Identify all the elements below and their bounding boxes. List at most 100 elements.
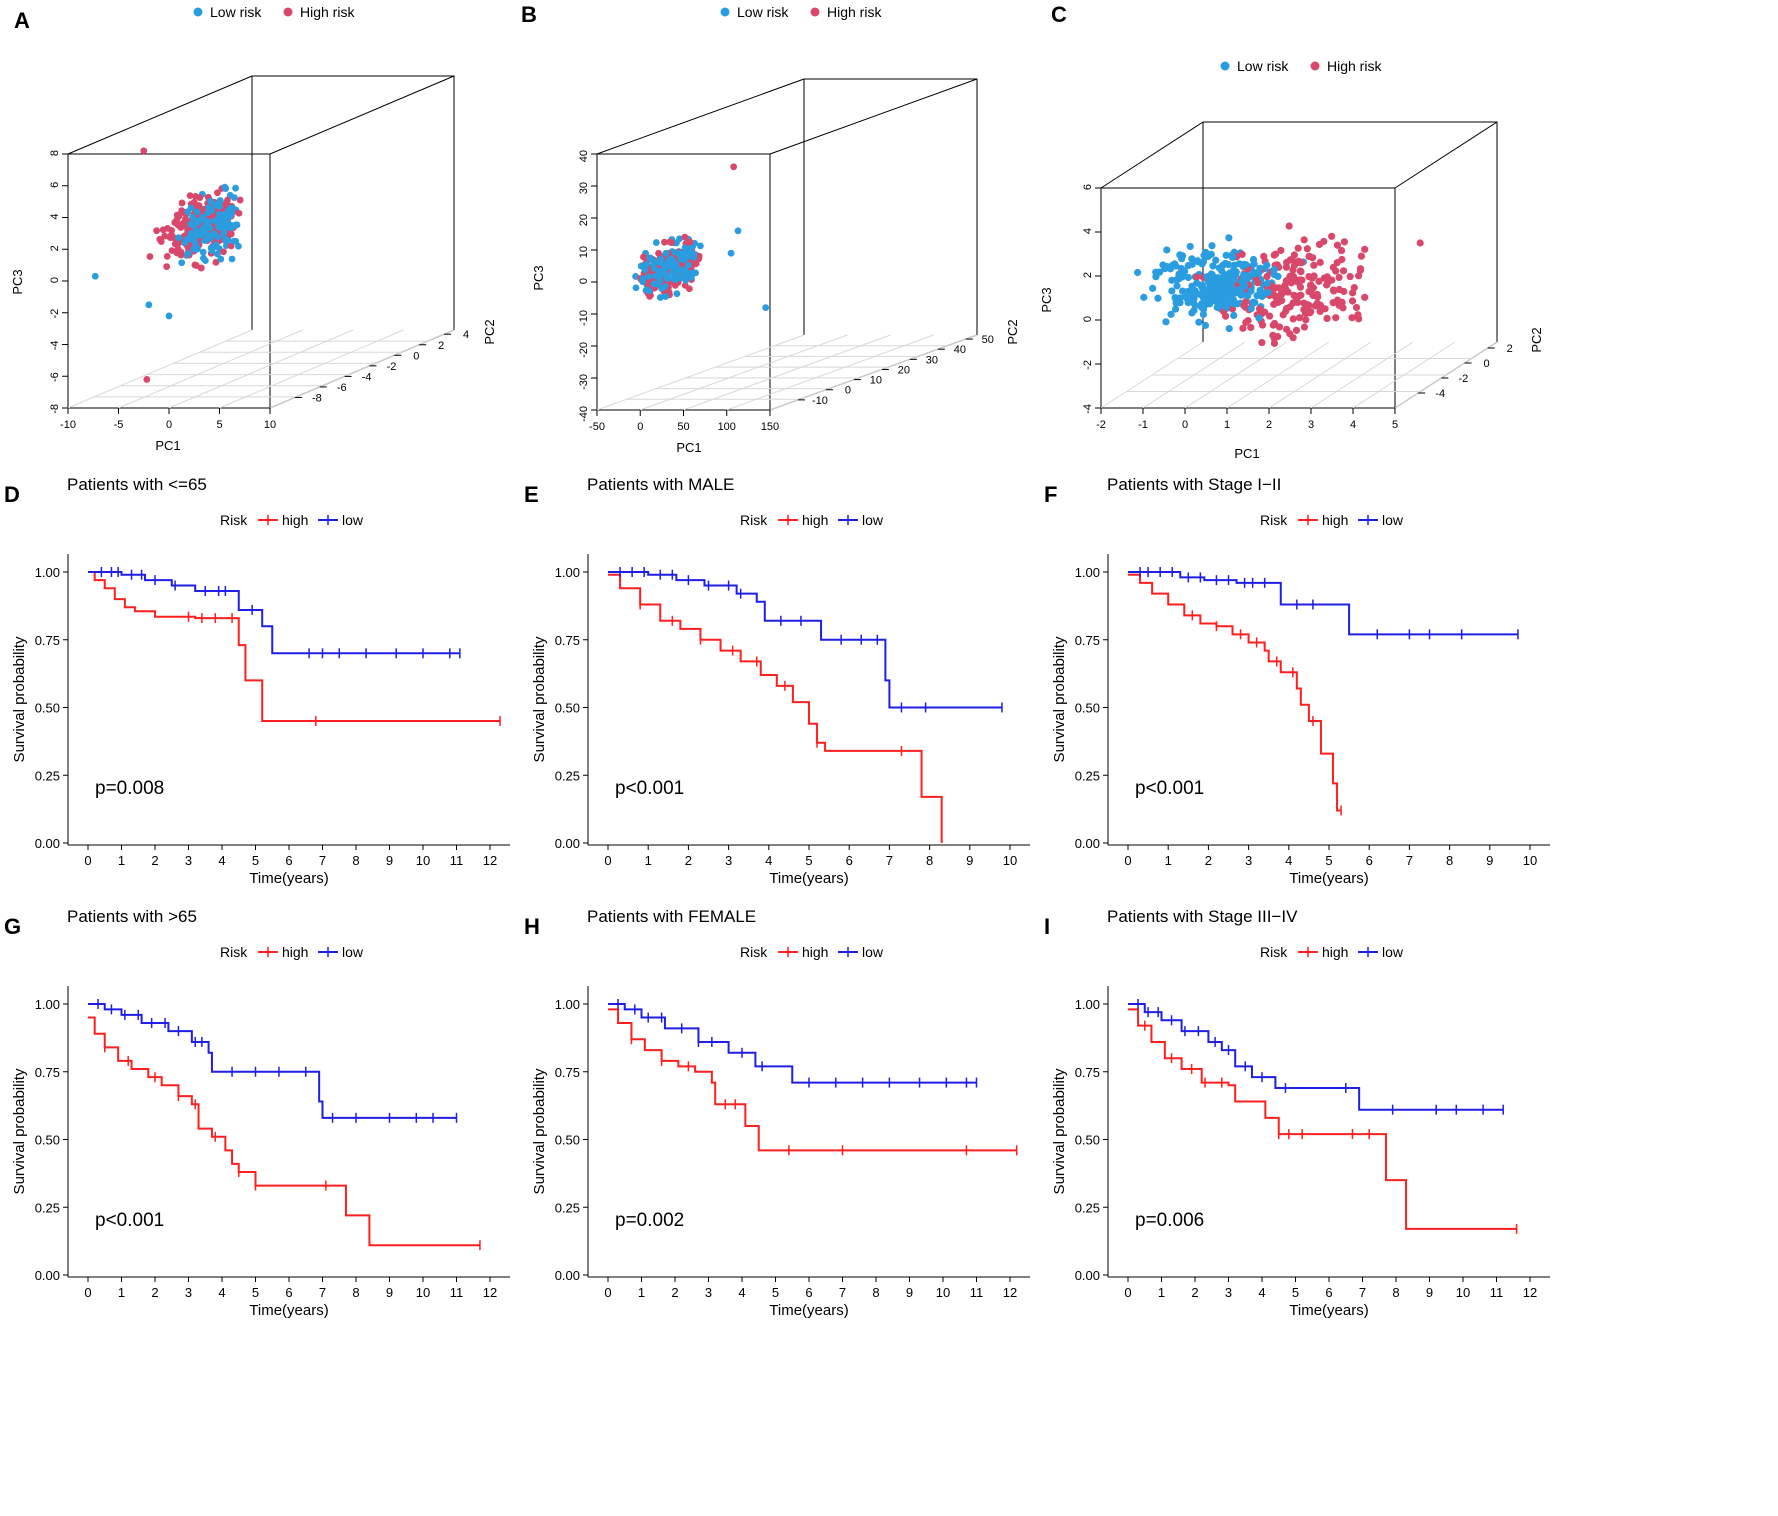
point-low-risk — [198, 213, 206, 221]
legend-low-marker — [193, 7, 203, 17]
point-high-risk — [1332, 314, 1340, 322]
panel-A: A Low risk High risk -10 -5 0 5 10 8 6 4 2 0 -2 -4 -6 -8… — [0, 0, 496, 460]
point-low-risk — [214, 233, 222, 241]
point-high-risk — [1316, 258, 1324, 267]
point-low-risk — [1211, 275, 1219, 283]
outlier-point — [91, 272, 99, 280]
point-high-risk — [1270, 339, 1279, 347]
point-high-risk — [1258, 338, 1266, 347]
point-low-risk — [1154, 294, 1162, 302]
legend-low-label: Low risk — [210, 4, 262, 20]
point-high-risk — [1339, 267, 1348, 275]
x-axis-label: Time(years) — [1289, 870, 1368, 887]
point-low-risk — [688, 249, 696, 256]
point-low-risk — [1242, 261, 1250, 269]
legend: Risk high low — [220, 944, 364, 960]
point-low-risk — [676, 235, 683, 243]
point-low-risk — [1200, 251, 1208, 259]
x-tick-label: 0 — [84, 853, 91, 868]
legend-low-label: Low risk — [1237, 58, 1289, 74]
point-low-risk — [221, 183, 229, 191]
point-high-risk — [1271, 250, 1280, 258]
panel-H: H Patients with FEMALE Risk high low 0.00 0.25… — [520, 900, 1040, 1340]
y-tick-label: 1.00 — [1075, 997, 1100, 1012]
outlier-point — [730, 163, 738, 171]
point-low-risk — [1263, 279, 1271, 287]
point-low-risk — [1168, 276, 1176, 284]
z-tick-label: 8 — [49, 150, 61, 156]
legend-high-label: high — [1322, 944, 1348, 960]
legend-low-label: low — [1382, 944, 1404, 960]
legend-low-label: Low risk — [737, 4, 789, 20]
point-high-risk — [1241, 303, 1250, 311]
x-tick-label: 6 — [285, 853, 292, 868]
point-high-risk — [655, 249, 662, 257]
x-tick-label: 8 — [1446, 853, 1453, 868]
point-high-risk — [681, 281, 689, 289]
x-tick-label: 8 — [872, 1285, 879, 1300]
x-tick-label: 3 — [185, 1285, 192, 1300]
point-high-risk — [186, 192, 194, 200]
point-high-risk — [1315, 277, 1323, 285]
point-high-risk — [1323, 314, 1331, 323]
point-low-risk — [1203, 273, 1211, 281]
point-low-risk — [1168, 287, 1176, 295]
z-tick-label: 6 — [49, 182, 61, 188]
point-low-risk — [1149, 284, 1157, 292]
point-low-risk — [685, 270, 693, 277]
depth-tick-label: 0 — [1483, 358, 1489, 370]
grid-line — [219, 329, 404, 409]
x-tick-label: 1 — [1224, 419, 1230, 431]
x-tick-label: 2 — [151, 1285, 158, 1300]
point-high-risk — [1335, 273, 1343, 282]
panel-label: F — [1044, 482, 1057, 507]
point-high-risk — [212, 258, 220, 266]
point-low-risk — [204, 209, 212, 217]
point-low-risk — [222, 210, 230, 218]
y-tick-label: 1.00 — [35, 565, 60, 580]
point-low-risk — [215, 210, 223, 218]
point-high-risk — [182, 215, 189, 223]
outlier-point — [140, 147, 148, 155]
point-low-risk — [193, 208, 201, 216]
x-tick-label: 11 — [1490, 1285, 1504, 1300]
point-low-risk — [233, 221, 241, 229]
point-low-risk — [1167, 310, 1175, 318]
depth-tick-label: -4 — [1435, 388, 1445, 400]
y-axis-label: Survival probability — [11, 1068, 28, 1194]
z-tick-label: 0 — [1082, 316, 1094, 322]
point-low-risk — [1249, 298, 1257, 306]
km-chart-D: D Patients with <=65 Risk high low 0.00 0.25 0.… — [4, 475, 510, 887]
point-high-risk — [1356, 265, 1365, 273]
x-tick-label: 7 — [1359, 1285, 1366, 1300]
point-low-risk — [1162, 318, 1170, 326]
z-axis-label: PC2 — [482, 319, 496, 344]
point-low-risk — [1172, 262, 1180, 270]
point-low-risk — [692, 269, 700, 277]
point-low-risk — [232, 184, 239, 192]
point-low-risk — [650, 264, 658, 272]
z-tick-label: -6 — [49, 372, 61, 382]
point-low-risk — [677, 255, 684, 262]
point-low-risk — [677, 274, 684, 282]
point-low-risk — [1171, 305, 1180, 313]
y-tick-label: 1.00 — [35, 997, 60, 1012]
box-connector — [67, 75, 253, 155]
legend: Low risk High risk — [720, 4, 882, 20]
point-low-risk — [1176, 251, 1184, 259]
point-low-risk — [190, 245, 197, 253]
point-low-risk — [639, 275, 647, 283]
point-low-risk — [1206, 300, 1214, 308]
point-low-risk — [217, 255, 225, 263]
grid-line — [640, 334, 848, 411]
x-tick-label: 1 — [118, 1285, 125, 1300]
point-low-risk — [206, 235, 214, 242]
point-low-risk — [217, 220, 225, 228]
point-high-risk — [168, 227, 176, 234]
box-connector — [596, 78, 805, 155]
legend-high-label: High risk — [300, 4, 355, 20]
legend-high-label: High risk — [827, 4, 882, 20]
point-high-risk — [1247, 323, 1255, 332]
point-low-risk — [1225, 234, 1233, 242]
